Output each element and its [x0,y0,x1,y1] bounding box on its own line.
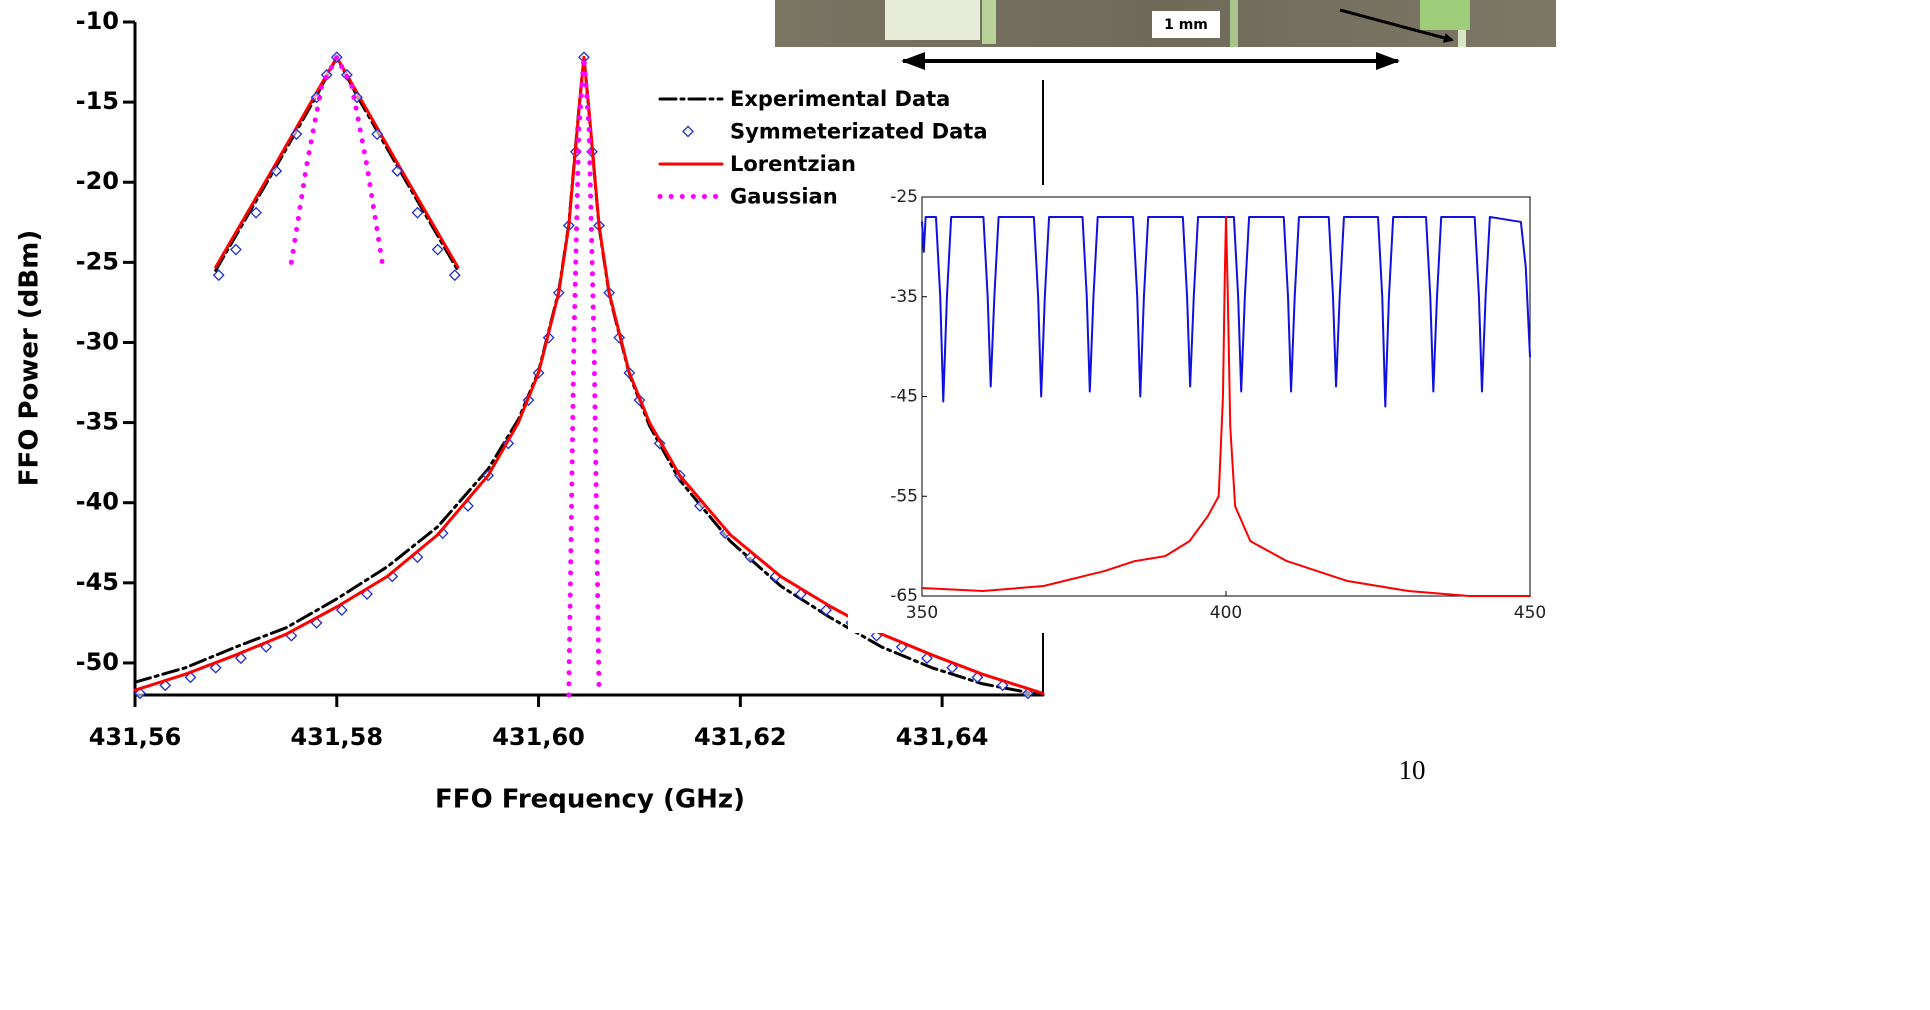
data-point [431,243,444,256]
y-tick-label: -35 [76,408,119,436]
x-tick-label: 431,56 [89,723,182,751]
y-tick-label: -55 [890,486,918,506]
data-point [310,91,323,104]
main-chart: -10 -15 -20 -25 -30 -35 -40 -45 -50 431,56 431,58 4… [15,7,1045,815]
legend-label: Symmeterizated Data [730,120,988,144]
data-point [448,269,461,282]
data-point [290,128,303,141]
photo-strip [982,0,996,44]
photo-strip [1230,0,1238,47]
data-point [361,588,373,600]
pointer-arrow [1339,8,1454,43]
x-axis-title: FFO Frequency (GHz) [435,785,745,815]
data-point [209,661,222,674]
y-tick-label: -15 [76,87,119,115]
data-line [214,55,460,269]
data-point [391,165,404,177]
y-tick-label: -35 [890,287,918,307]
y-tick-label: -25 [890,187,918,207]
data-point [1021,687,1034,700]
data-point [184,671,197,684]
y-tick-label: -45 [890,387,918,407]
scale-label: 1 mm [1164,17,1208,33]
page-number: 10 [1399,755,1426,785]
data-point [411,206,424,219]
legend-label: Experimental Data [730,87,950,111]
data-point [270,165,283,177]
photo: 1 mm [775,0,1556,70]
legend-label: Gaussian [730,185,838,209]
photo-strip [1458,30,1466,47]
x-tick-label: 450 [1514,603,1546,623]
data-point [335,604,348,616]
x-tick-label: 431,64 [896,723,989,751]
y-tick-label: -20 [76,167,119,195]
legend-label: Lorentzian [730,152,856,176]
data-line [921,215,1531,597]
data-point [235,652,247,665]
scale-label-box [1152,11,1220,38]
data-point [371,128,384,141]
y-tick-label: -25 [76,247,119,275]
y-tick-label: -45 [76,568,119,596]
y-tick-label: -10 [76,7,119,35]
data-point [250,206,262,219]
x-tick-label: 431,62 [694,723,787,751]
x-tick-label: 350 [906,603,938,623]
inset-background [848,185,1548,633]
y-axis-title: FFO Power (dBm) [15,230,45,486]
x-tick-label: 400 [1210,603,1242,623]
data-line [566,54,602,698]
photo-pad [1420,0,1470,30]
x-tick-label: 431,60 [492,723,585,751]
y-tick-label: -40 [76,488,119,516]
x-tick-label: 431,58 [290,723,383,751]
data-point [971,671,984,684]
data-line [921,215,1531,408]
data-point [229,243,242,256]
data-point [212,269,225,282]
data-point [794,588,807,600]
data-point [134,687,146,700]
legend-symbol [682,125,694,138]
data-line [288,54,385,265]
y-tick-label: -30 [76,327,119,355]
y-tick-label: -50 [76,648,119,676]
photo-pad [885,0,980,40]
y-tick-label: -65 [890,586,918,606]
data-point [820,604,833,616]
data-line [214,55,460,272]
data-point [946,661,959,674]
data-point [921,652,933,665]
